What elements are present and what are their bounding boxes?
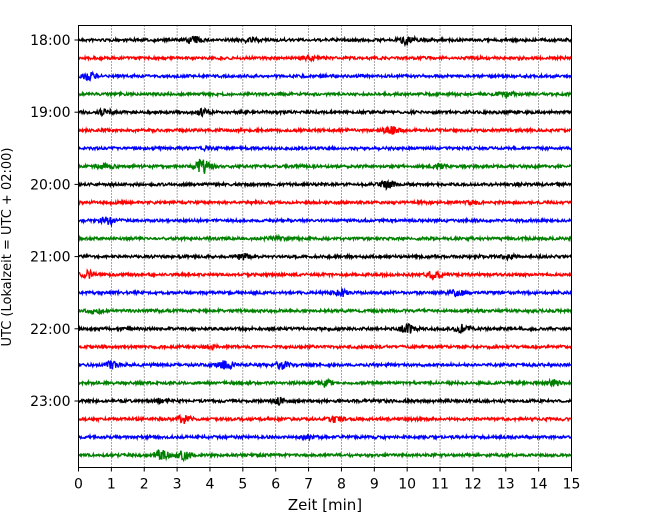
x-tick-label: 5 <box>238 477 247 493</box>
y-tick-label: 20:00 <box>30 177 70 193</box>
trace-line <box>77 448 573 463</box>
trace-line <box>78 432 572 442</box>
y-tick-label: 18:00 <box>30 33 70 49</box>
plot-frame <box>78 25 572 468</box>
x-tick-label: 10 <box>398 477 416 493</box>
trace-line <box>77 413 573 424</box>
x-tick-label: 12 <box>464 477 482 493</box>
trace-line <box>77 179 573 192</box>
trace-line <box>78 216 573 228</box>
trace-line <box>77 198 573 207</box>
x-tick-label: 15 <box>563 477 581 493</box>
trace-line <box>78 251 572 262</box>
trace-line <box>77 70 572 82</box>
x-tick-label: 0 <box>74 477 83 493</box>
trace-line <box>77 89 573 100</box>
trace-line <box>78 53 573 63</box>
y-axis-label: UTC (Lokalzeit = UTC + 02:00) <box>0 148 15 347</box>
x-axis-label: Zeit [min] <box>288 496 362 514</box>
x-tick-label: 3 <box>173 477 182 493</box>
y-tick-label: 19:00 <box>30 105 70 121</box>
y-tick-label: 23:00 <box>30 394 70 410</box>
x-axis-ticks: 0 1 2 3 4 5 6 7 8 9 10 11 12 13 14 15 <box>74 467 581 493</box>
x-tick-label: 8 <box>337 477 346 493</box>
trace-line <box>78 268 573 282</box>
trace-line <box>78 342 573 352</box>
trace-line <box>77 106 573 118</box>
x-tick-label: 2 <box>140 477 149 493</box>
trace-line <box>77 125 572 135</box>
trace-line <box>78 322 572 334</box>
x-tick-label: 4 <box>206 477 215 493</box>
x-tick-label: 1 <box>107 477 116 493</box>
trace-line <box>77 233 573 243</box>
trace-line <box>78 360 573 371</box>
y-tick-label: 22:00 <box>30 322 70 338</box>
trace-line <box>77 158 572 174</box>
x-tick-label: 9 <box>370 477 379 493</box>
x-tick-label: 14 <box>530 477 548 493</box>
trace-line <box>77 144 573 153</box>
seismic-traces <box>77 34 573 463</box>
trace-line <box>77 306 573 316</box>
x-tick-label: 6 <box>271 477 280 493</box>
trace-line <box>77 377 572 388</box>
x-tick-label: 11 <box>431 477 449 493</box>
trace-line <box>77 396 573 407</box>
trace-line <box>77 287 573 298</box>
x-tick-label: 13 <box>497 477 515 493</box>
trace-line <box>77 34 573 48</box>
plot-area <box>78 25 572 468</box>
y-axis-ticks: 18:00 19:00 20:00 21:00 22:00 23:00 <box>30 33 79 410</box>
x-tick-label: 7 <box>304 477 313 493</box>
y-tick-label: 21:00 <box>30 250 70 266</box>
